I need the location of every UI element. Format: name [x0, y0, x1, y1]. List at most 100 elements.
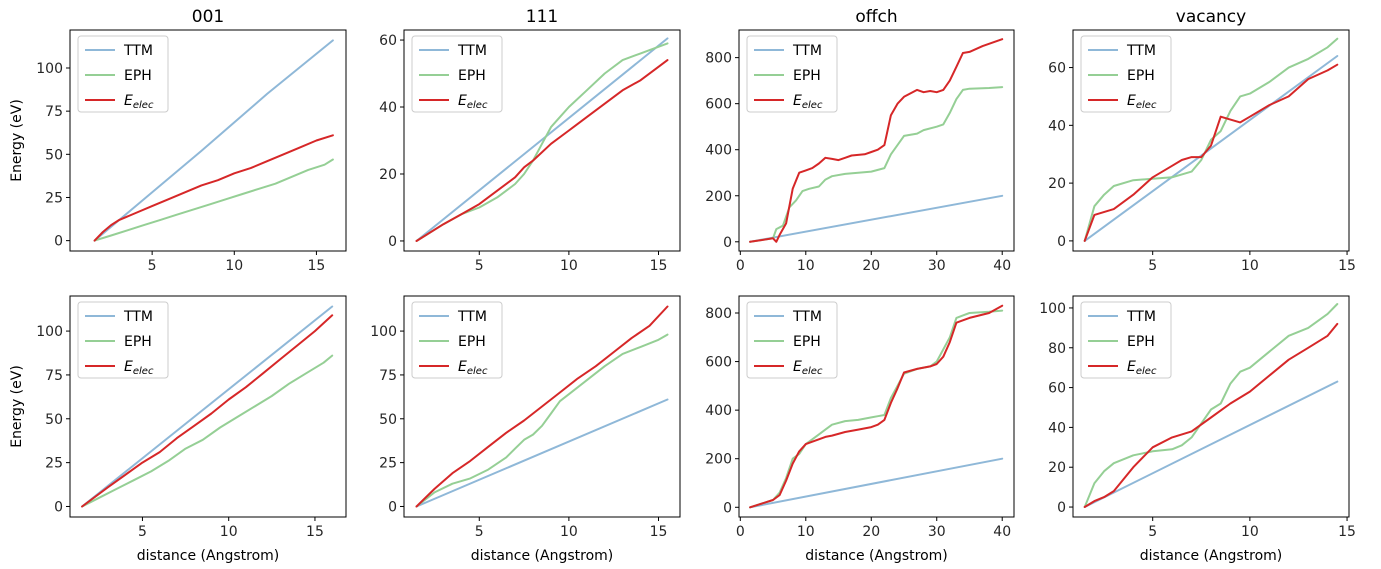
series-line-eph	[415, 42, 669, 242]
x-tick-label: 5	[1148, 524, 1157, 540]
x-tick-label: 15	[650, 524, 668, 540]
series-line-eph	[81, 354, 334, 508]
series-line-e-elec	[749, 38, 1004, 243]
y-tick-label: 400	[705, 403, 732, 419]
y-tick-label: 75	[45, 368, 63, 384]
x-tick-label: 10	[225, 258, 243, 274]
x-axis-label: distance (Angstrom)	[471, 548, 613, 564]
legend-label-e-elec: Eelec	[1127, 93, 1157, 111]
y-axis-label: Energy (eV)	[9, 365, 25, 448]
y-tick-label: 60	[1048, 381, 1066, 397]
y-tick-label: 800	[705, 306, 732, 322]
y-tick-label: 0	[54, 234, 63, 250]
legend-label-e-elec: Eelec	[1127, 359, 1157, 377]
legend-frame	[77, 301, 169, 379]
y-axis-label: Energy (eV)	[9, 99, 25, 182]
y-tick-label: 40	[1048, 118, 1066, 134]
series-line-eph	[93, 158, 334, 242]
x-tick-label: 10	[797, 524, 815, 540]
series-line-ttm	[415, 37, 669, 242]
axes-frame	[1072, 29, 1350, 252]
legend: TTM EPH Eelec	[1080, 301, 1172, 379]
series-line-ttm	[93, 39, 334, 242]
series-line-ttm	[415, 398, 669, 508]
legend-frame	[746, 301, 838, 379]
y-tick-label: 0	[1057, 234, 1066, 250]
legend-frame	[411, 301, 503, 379]
y-tick-label: 0	[723, 235, 732, 251]
x-axis-label: distance (Angstrom)	[1140, 548, 1282, 564]
y-tick-label: 25	[45, 190, 63, 206]
y-tick-label: 25	[45, 456, 63, 472]
subplot-4: 5 10 15 0 20 40 60 vacancy TTM EPH Eelec	[1048, 7, 1356, 274]
x-tick-label: 15	[1338, 524, 1356, 540]
legend-label-ttm: TTM	[457, 309, 487, 325]
y-tick-label: 600	[705, 355, 732, 371]
y-tick-label: 600	[705, 97, 732, 113]
x-tick-label: 5	[148, 258, 157, 274]
subplot-2: 5 10 15 0 20 40 60 111 TTM EPH Eelec	[379, 7, 681, 274]
x-tick-label: 10	[560, 524, 578, 540]
axes-frame	[1072, 295, 1350, 518]
x-tick-label: 30	[928, 524, 946, 540]
series-line-e-elec	[81, 314, 334, 508]
y-tick-label: 0	[388, 234, 397, 250]
legend-frame	[77, 35, 169, 113]
series-line-e-elec	[415, 305, 669, 508]
y-tick-label: 200	[705, 452, 732, 468]
x-axis-label: distance (Angstrom)	[137, 548, 279, 564]
series-line-ttm	[749, 194, 1004, 243]
y-tick-label: 50	[45, 412, 63, 428]
y-tick-label: 50	[379, 412, 397, 428]
x-tick-label: 10	[797, 258, 815, 274]
axes-frame	[69, 295, 347, 518]
series-line-e-elec	[1083, 322, 1339, 508]
y-tick-label: 40	[1048, 420, 1066, 436]
legend-label-e-elec: Eelec	[793, 93, 823, 111]
x-tick-label: 10	[220, 524, 238, 540]
y-tick-label: 100	[370, 324, 397, 340]
series-line-eph	[1083, 37, 1339, 242]
x-tick-label: 5	[1148, 258, 1157, 274]
legend-label-eph: EPH	[793, 334, 821, 350]
y-tick-label: 25	[379, 456, 397, 472]
legend-label-e-elec: Eelec	[124, 359, 154, 377]
y-tick-label: 0	[723, 500, 732, 516]
subplot-5: 5 10 15 0 25 50 75 100 distance (Angstrom) Energy…	[9, 295, 347, 564]
legend: TTM EPH Eelec	[411, 35, 503, 113]
axes-frame	[69, 29, 347, 252]
axes-frame	[738, 295, 1015, 518]
legend-label-ttm: TTM	[123, 309, 153, 325]
legend: TTM EPH Eelec	[77, 301, 169, 379]
legend-label-ttm: TTM	[1126, 43, 1156, 59]
y-tick-label: 60	[1048, 61, 1066, 77]
axes-frame	[403, 29, 681, 252]
subplot-title: 001	[192, 7, 224, 27]
legend: TTM EPH Eelec	[411, 301, 503, 379]
subplot-1: 5 10 15 0 25 50 75 100 001 Energy (eV) TTM EPH Eelec	[9, 7, 347, 274]
legend-label-e-elec: Eelec	[458, 359, 488, 377]
y-tick-label: 60	[379, 33, 397, 49]
legend: TTM EPH Eelec	[1080, 35, 1172, 113]
x-tick-label: 40	[993, 258, 1011, 274]
y-tick-label: 75	[379, 368, 397, 384]
series-line-e-elec	[1083, 63, 1339, 242]
y-tick-label: 0	[388, 499, 397, 515]
x-tick-label: 20	[862, 524, 880, 540]
y-tick-label: 0	[1057, 500, 1066, 516]
series-line-eph	[1083, 303, 1339, 508]
series-line-e-elec	[415, 59, 669, 242]
series-line-eph	[749, 86, 1004, 243]
legend-frame	[746, 35, 838, 113]
y-tick-label: 400	[705, 143, 732, 159]
x-tick-label: 20	[862, 258, 880, 274]
legend-frame	[1080, 35, 1172, 113]
legend-label-eph: EPH	[458, 334, 486, 350]
legend-label-e-elec: Eelec	[793, 359, 823, 377]
y-tick-label: 75	[45, 104, 63, 120]
legend-label-eph: EPH	[124, 334, 152, 350]
legend-label-eph: EPH	[1127, 334, 1155, 350]
y-tick-label: 40	[379, 100, 397, 116]
axes-frame	[738, 29, 1015, 252]
